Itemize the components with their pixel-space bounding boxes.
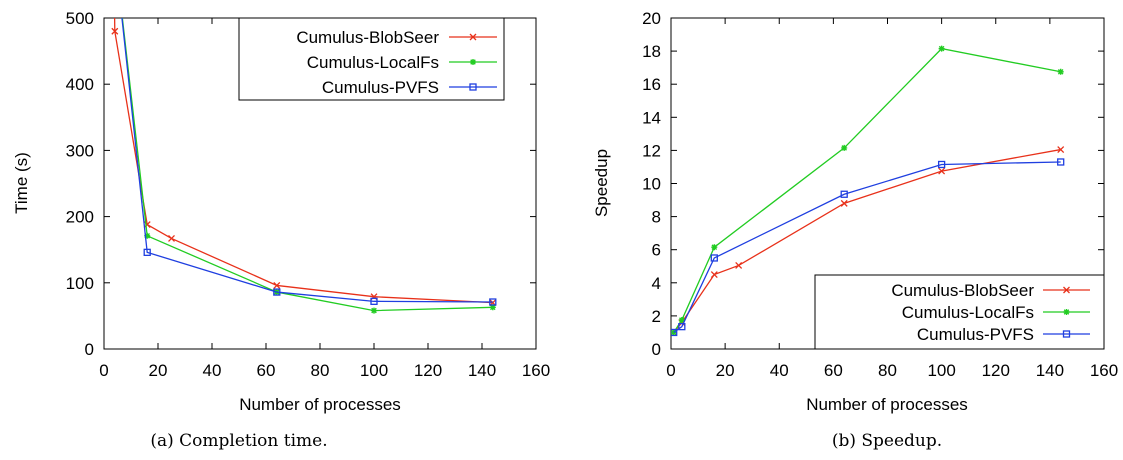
point-marker-star <box>1063 309 1070 315</box>
series-line <box>121 18 493 312</box>
x-tick-label: 120 <box>982 361 1010 380</box>
x-tick-label: 100 <box>360 361 388 380</box>
y-axis-ticks: 0 2 4 6 8 10 12 14 16 18 20 <box>642 9 1104 359</box>
point-marker-square <box>937 160 946 169</box>
legend-label: Cumulus-PVFS <box>917 325 1034 344</box>
point-marker-square <box>489 298 497 306</box>
x-tick-label: 80 <box>878 361 897 380</box>
x-tick-label: 40 <box>203 361 222 380</box>
x-tick-label: 0 <box>99 361 108 380</box>
x-axis-ticks: 0 20 40 60 80 100 120 140 160 <box>99 18 550 380</box>
x-tick-label: 100 <box>927 361 955 380</box>
y-tick-label: 10 <box>642 175 661 194</box>
point-marker-square <box>671 328 678 337</box>
point-marker-x <box>840 199 848 207</box>
series-line <box>673 161 1061 333</box>
y-tick-label: 2 <box>652 307 661 326</box>
point-marker-star <box>489 304 496 311</box>
point-marker-square <box>710 254 718 262</box>
point-marker-star <box>938 45 945 52</box>
x-axis-label: Number of processes <box>806 395 968 414</box>
chart-completion-time: 0 20 40 60 80 100 120 140 160 0 100 200 300 400 500 N… <box>12 9 550 451</box>
caption-b: (b) Speedup. <box>832 431 942 451</box>
y-tick-label: 300 <box>66 141 94 160</box>
x-tick-label: 160 <box>1090 361 1118 380</box>
point-marker-star <box>841 144 848 151</box>
point-marker-star <box>1057 68 1064 75</box>
x-tick-label: 140 <box>1036 361 1064 380</box>
point-marker-square <box>840 190 848 198</box>
legend-label: Cumulus-BlobSeer <box>296 28 439 47</box>
point-marker-star <box>711 244 718 251</box>
y-tick-label: 0 <box>85 340 94 359</box>
point-marker-star <box>470 59 476 65</box>
point-marker-x <box>168 234 175 242</box>
point-marker-square <box>1062 330 1071 338</box>
y-tick-label: 14 <box>642 108 661 127</box>
legend-label: Cumulus-LocalFs <box>307 53 439 72</box>
caption-a: (a) Completion time. <box>150 431 327 451</box>
y-tick-label: 16 <box>642 75 661 94</box>
point-marker-x <box>710 271 718 278</box>
y-tick-label: 6 <box>652 241 661 260</box>
point-marker-x <box>111 27 119 35</box>
x-tick-label: 80 <box>311 361 330 380</box>
y-tick-label: 12 <box>642 141 661 160</box>
y-tick-label: 200 <box>66 208 94 227</box>
y-tick-label: 4 <box>652 274 661 293</box>
point-marker-x <box>1063 286 1070 294</box>
x-tick-label: 40 <box>770 361 789 380</box>
point-marker-square <box>273 288 281 296</box>
y-axis-label: Speedup <box>592 149 611 217</box>
point-marker-x <box>938 167 946 175</box>
x-tick-label: 140 <box>468 361 496 380</box>
series-layer <box>671 45 1065 337</box>
point-marker-square <box>678 323 686 331</box>
y-axis-ticks: 0 100 200 300 400 500 <box>66 9 536 359</box>
legend-label: Cumulus-LocalFs <box>902 303 1034 322</box>
point-marker-x <box>735 261 743 269</box>
legend-label: Cumulus-PVFS <box>322 78 439 97</box>
series-line <box>121 18 493 303</box>
x-tick-label: 60 <box>257 361 276 380</box>
series-layer <box>111 18 497 314</box>
x-tick-label: 20 <box>716 361 735 380</box>
y-tick-label: 20 <box>642 9 661 28</box>
point-marker-square <box>143 248 151 256</box>
point-marker-x <box>1057 146 1065 154</box>
y-tick-label: 100 <box>66 274 94 293</box>
point-marker-x <box>469 33 477 41</box>
legend-label: Cumulus-BlobSeer <box>891 281 1034 300</box>
x-tick-label: 20 <box>149 361 168 380</box>
y-tick-label: 0 <box>652 340 661 359</box>
y-tick-label: 500 <box>66 9 94 28</box>
x-tick-label: 160 <box>522 361 550 380</box>
legend: Cumulus-BlobSeer Cumulus-LocalFs Cumulus… <box>238 17 505 101</box>
point-marker-square <box>1057 158 1065 166</box>
y-tick-label: 18 <box>642 42 661 61</box>
point-marker-square <box>469 83 477 91</box>
x-tick-label: 0 <box>666 361 675 380</box>
legend: Cumulus-BlobSeer Cumulus-LocalFs Cumulus… <box>814 274 1105 350</box>
chart-speedup: 0 20 40 60 80 100 120 140 160 02468101214161820 … <box>592 9 1118 451</box>
legend-box <box>238 17 505 101</box>
point-marker-star <box>671 329 677 336</box>
point-marker-star <box>678 317 685 324</box>
y-axis-label: Time (s) <box>12 152 31 214</box>
y-tick-label: 8 <box>652 208 661 227</box>
point-marker-star <box>144 232 151 239</box>
point-marker-x <box>273 281 281 289</box>
x-tick-label: 60 <box>824 361 843 380</box>
x-axis-label: Number of processes <box>239 395 401 414</box>
point-marker-star <box>371 307 377 314</box>
point-marker-square <box>370 297 378 305</box>
x-tick-label: 120 <box>414 361 442 380</box>
y-tick-label: 400 <box>66 75 94 94</box>
